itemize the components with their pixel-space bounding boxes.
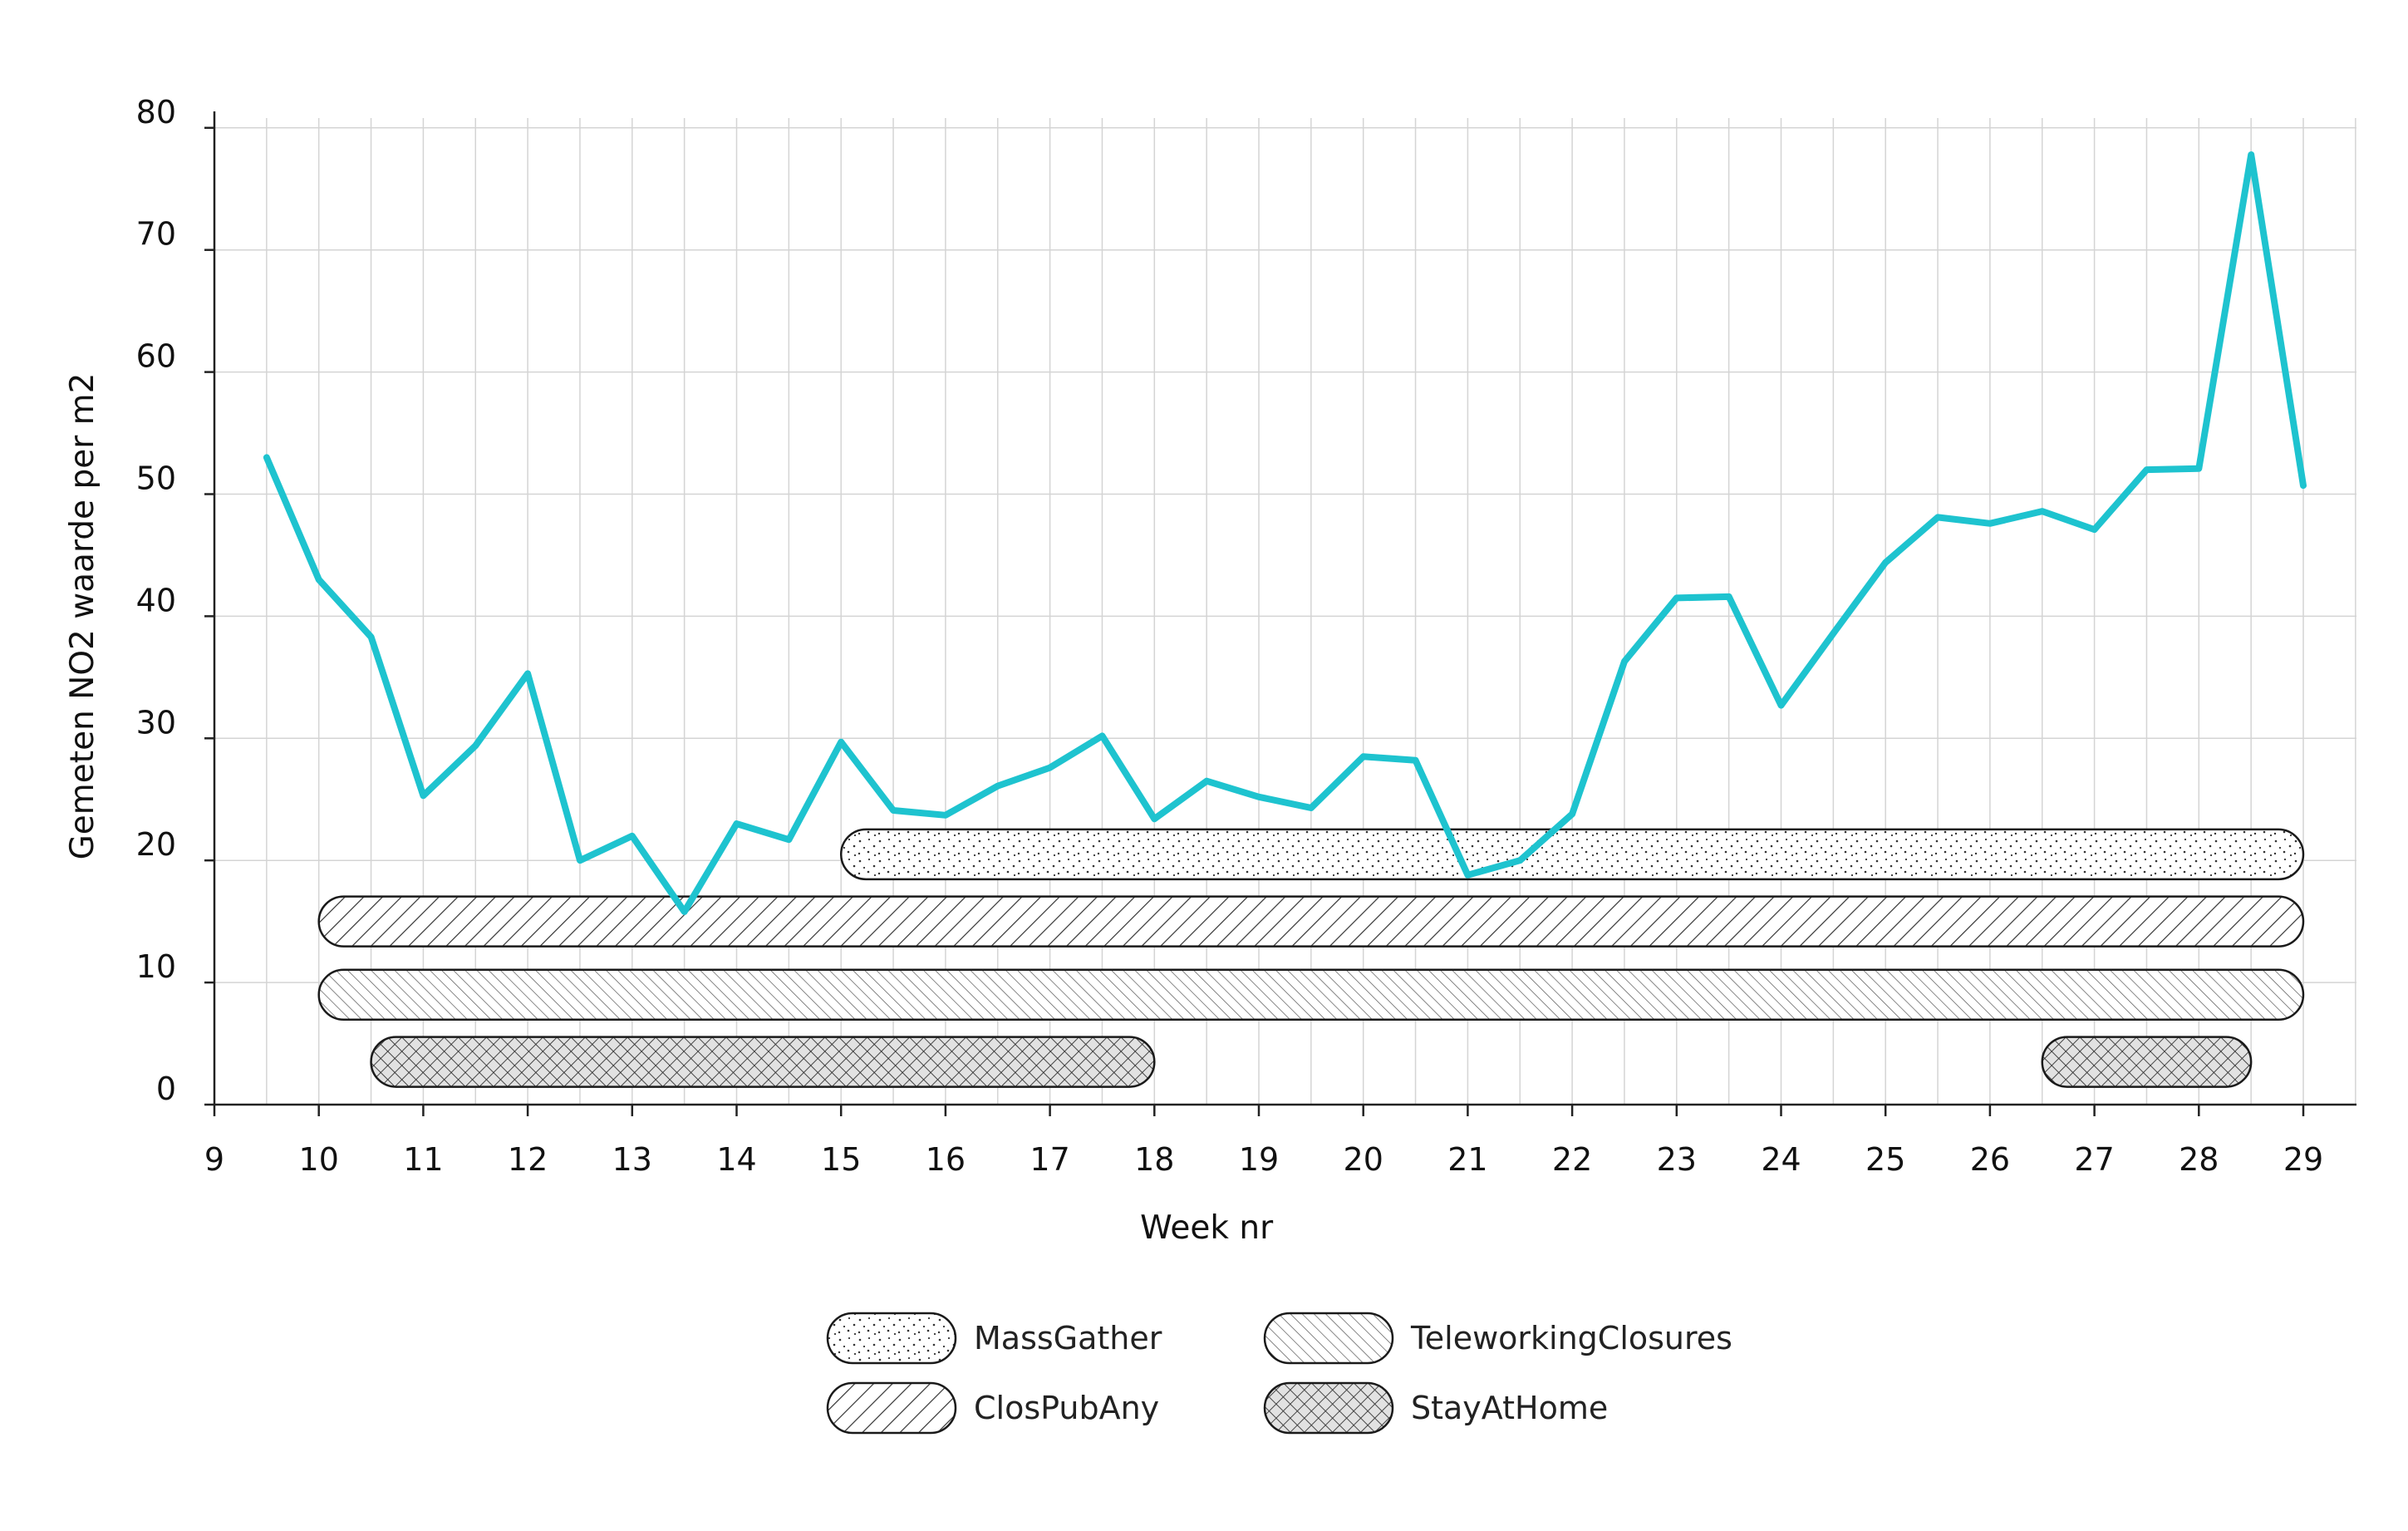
legend-label-massgather: MassGather <box>974 1320 1162 1356</box>
x-tick-label: 17 <box>1030 1141 1069 1178</box>
x-tick-label: 15 <box>821 1141 861 1178</box>
x-tick-label: 19 <box>1239 1141 1279 1178</box>
legend-swatch-massgather <box>826 1312 957 1365</box>
x-tick-label: 10 <box>299 1141 339 1178</box>
measure-band-stayathome <box>2041 1036 2253 1088</box>
legend: MassGather TeleworkingClosures ClosPubAny S… <box>826 1312 1732 1435</box>
legend-label-stayathome: StayAtHome <box>1411 1390 1608 1426</box>
grid <box>214 118 2356 1105</box>
x-tick-label: 26 <box>1970 1141 2010 1178</box>
legend-swatch-clospubany <box>826 1381 957 1435</box>
y-tick-label: 30 <box>136 704 176 741</box>
x-axis-title: Week nr <box>1140 1209 1274 1247</box>
y-tick-label: 10 <box>136 948 176 985</box>
x-tick-label: 13 <box>612 1141 652 1178</box>
legend-swatch-stayathome <box>1263 1381 1394 1435</box>
measure-band-massgather <box>839 828 2305 881</box>
y-axis-title: Gemeten NO2 waarde per m2 <box>64 373 101 860</box>
measure-bands <box>317 828 2305 1088</box>
axes: 0 10 20 30 40 50 60 70 80 9 10 11 12 13 14 15 16 17 18 19 20… <box>136 94 2356 1178</box>
x-tick-label: 14 <box>716 1141 756 1178</box>
y-tick-label: 20 <box>136 826 176 863</box>
no2-series-line <box>263 151 2307 915</box>
x-tick-label: 24 <box>1761 1141 1801 1178</box>
x-tick-label: 12 <box>508 1141 548 1178</box>
x-tick-label: 21 <box>1447 1141 1487 1178</box>
y-tick-label: 50 <box>136 460 176 497</box>
legend-label-teleworkingclosures: TeleworkingClosures <box>1410 1320 1732 1356</box>
y-tick-label: 0 <box>156 1071 176 1107</box>
y-tick-label: 60 <box>136 338 176 375</box>
legend-swatch-teleworkingclosures <box>1263 1312 1394 1365</box>
measure-band-clospubany <box>317 895 2305 948</box>
x-tick-label: 23 <box>1657 1141 1697 1178</box>
y-tick-label: 80 <box>136 94 176 130</box>
x-tick-label: 11 <box>403 1141 443 1178</box>
x-tick-label: 16 <box>926 1141 966 1178</box>
measure-band-teleworkingclosures <box>317 968 2305 1021</box>
x-tick-label: 29 <box>2283 1141 2323 1178</box>
x-tick-label: 18 <box>1134 1141 1174 1178</box>
x-tick-label: 20 <box>1344 1141 1383 1178</box>
x-tick-label: 25 <box>1865 1141 1905 1178</box>
legend-label-clospubany: ClosPubAny <box>974 1390 1159 1426</box>
x-tick-label: 9 <box>204 1141 224 1178</box>
y-tick-label: 40 <box>136 582 176 618</box>
x-tick-label: 27 <box>2074 1141 2114 1178</box>
x-tick-label: 22 <box>1552 1141 1592 1178</box>
series-layer <box>263 151 2307 915</box>
x-tick-label: 28 <box>2179 1141 2219 1178</box>
axis-labels: Week nr Gemeten NO2 waarde per m2 <box>64 373 1274 1247</box>
y-tick-label: 70 <box>136 216 176 253</box>
measure-band-stayathome <box>370 1036 1156 1088</box>
